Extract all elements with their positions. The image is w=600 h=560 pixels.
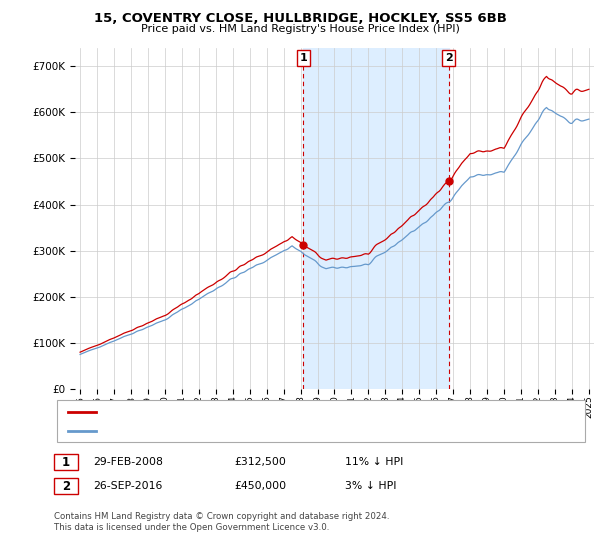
- Text: 1: 1: [62, 455, 70, 469]
- Text: 15, COVENTRY CLOSE, HULLBRIDGE, HOCKLEY, SS5 6BB: 15, COVENTRY CLOSE, HULLBRIDGE, HOCKLEY,…: [94, 12, 506, 25]
- Text: HPI: Average price, detached house, Rochford: HPI: Average price, detached house, Roch…: [102, 426, 331, 436]
- Text: 2: 2: [445, 53, 452, 63]
- Text: 26-SEP-2016: 26-SEP-2016: [93, 481, 163, 491]
- Text: £450,000: £450,000: [234, 481, 286, 491]
- Text: 3% ↓ HPI: 3% ↓ HPI: [345, 481, 397, 491]
- Bar: [303, 48, 449, 389]
- Text: 29-FEB-2008: 29-FEB-2008: [93, 457, 163, 467]
- Text: Price paid vs. HM Land Registry's House Price Index (HPI): Price paid vs. HM Land Registry's House …: [140, 24, 460, 34]
- Text: 2: 2: [62, 479, 70, 493]
- Text: Contains HM Land Registry data © Crown copyright and database right 2024.
This d: Contains HM Land Registry data © Crown c…: [54, 512, 389, 532]
- Text: 15, COVENTRY CLOSE, HULLBRIDGE, HOCKLEY, SS5 6BB (detached house): 15, COVENTRY CLOSE, HULLBRIDGE, HOCKLEY,…: [102, 407, 472, 417]
- Text: 1: 1: [299, 53, 307, 63]
- Text: 11% ↓ HPI: 11% ↓ HPI: [345, 457, 403, 467]
- Text: £312,500: £312,500: [234, 457, 286, 467]
